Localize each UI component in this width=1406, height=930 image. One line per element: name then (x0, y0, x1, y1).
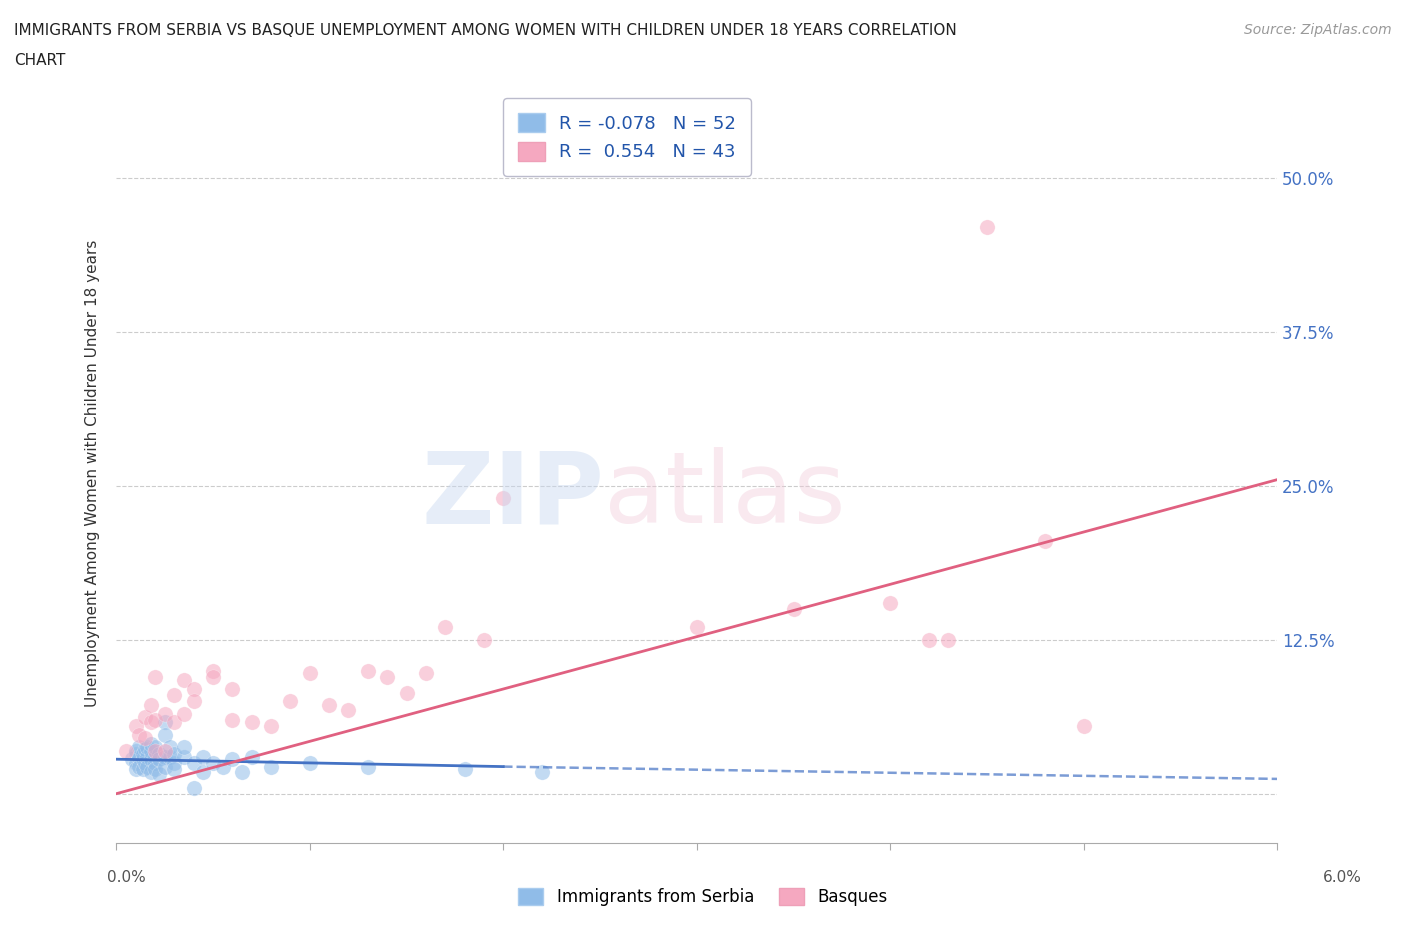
Text: 0.0%: 0.0% (107, 870, 146, 884)
Text: CHART: CHART (14, 53, 66, 68)
Y-axis label: Unemployment Among Women with Children Under 18 years: Unemployment Among Women with Children U… (86, 240, 100, 707)
Legend: Immigrants from Serbia, Basques: Immigrants from Serbia, Basques (512, 881, 894, 912)
Legend: R = -0.078   N = 52, R =  0.554   N = 43: R = -0.078 N = 52, R = 0.554 N = 43 (503, 99, 751, 176)
Text: Source: ZipAtlas.com: Source: ZipAtlas.com (1244, 23, 1392, 37)
Text: ZIP: ZIP (420, 447, 605, 544)
Text: atlas: atlas (605, 447, 845, 544)
Text: IMMIGRANTS FROM SERBIA VS BASQUE UNEMPLOYMENT AMONG WOMEN WITH CHILDREN UNDER 18: IMMIGRANTS FROM SERBIA VS BASQUE UNEMPLO… (14, 23, 957, 38)
Text: 6.0%: 6.0% (1323, 870, 1362, 884)
